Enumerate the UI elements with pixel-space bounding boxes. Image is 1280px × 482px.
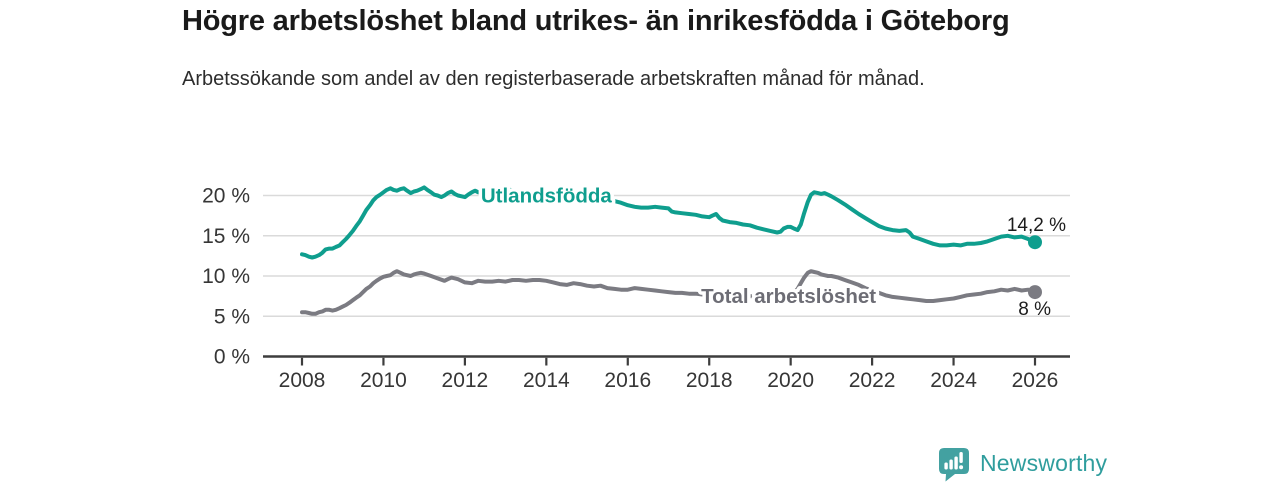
y-axis-tick-label: 10 % [202, 265, 250, 288]
y-axis-tick-label: 15 % [202, 225, 250, 248]
x-axis-tick-label: 2024 [930, 369, 977, 392]
end-dot-total-arbetsloshet [1027, 285, 1042, 300]
x-axis-tick-label: 2018 [686, 369, 733, 392]
x-axis-tick-label: 2008 [279, 369, 326, 392]
newsworthy-logo-icon [939, 448, 969, 482]
footer-brand: Newsworthy [936, 444, 1107, 482]
series-line-utlandsfodda [300, 185, 1037, 260]
end-value-label-total-arbetsloshet: 8 % [1018, 299, 1051, 320]
page-subtitle: Arbetssökande som andel av den registerb… [182, 68, 925, 90]
end-dot-utlandsfodda [1027, 235, 1042, 250]
x-axis-tick-label: 2012 [442, 369, 489, 392]
series-line-total-arbetsloshet [300, 269, 1037, 316]
end-value-label-utlandsfodda: 14,2 % [1007, 215, 1066, 236]
y-axis-tick-label: 5 % [214, 305, 250, 328]
x-axis-tick-label: 2026 [1012, 369, 1059, 392]
brand-name: Newsworthy [980, 449, 1108, 476]
series-label-utlandsfodda: Utlandsfödda [481, 185, 613, 208]
x-axis-tick-label: 2010 [360, 369, 407, 392]
series-label-total-arbetsloshet: Total arbetslöshet [701, 285, 876, 308]
x-axis-tick-label: 2014 [523, 369, 570, 392]
y-axis-tick-label: 0 % [214, 346, 250, 369]
x-axis-tick-label: 2022 [849, 369, 896, 392]
y-axis-tick-label: 20 % [202, 185, 250, 208]
page-title: Högre arbetslöshet bland utrikes- än inr… [182, 5, 1010, 37]
x-axis-tick-label: 2016 [604, 369, 651, 392]
x-axis-tick-label: 2020 [767, 369, 814, 392]
